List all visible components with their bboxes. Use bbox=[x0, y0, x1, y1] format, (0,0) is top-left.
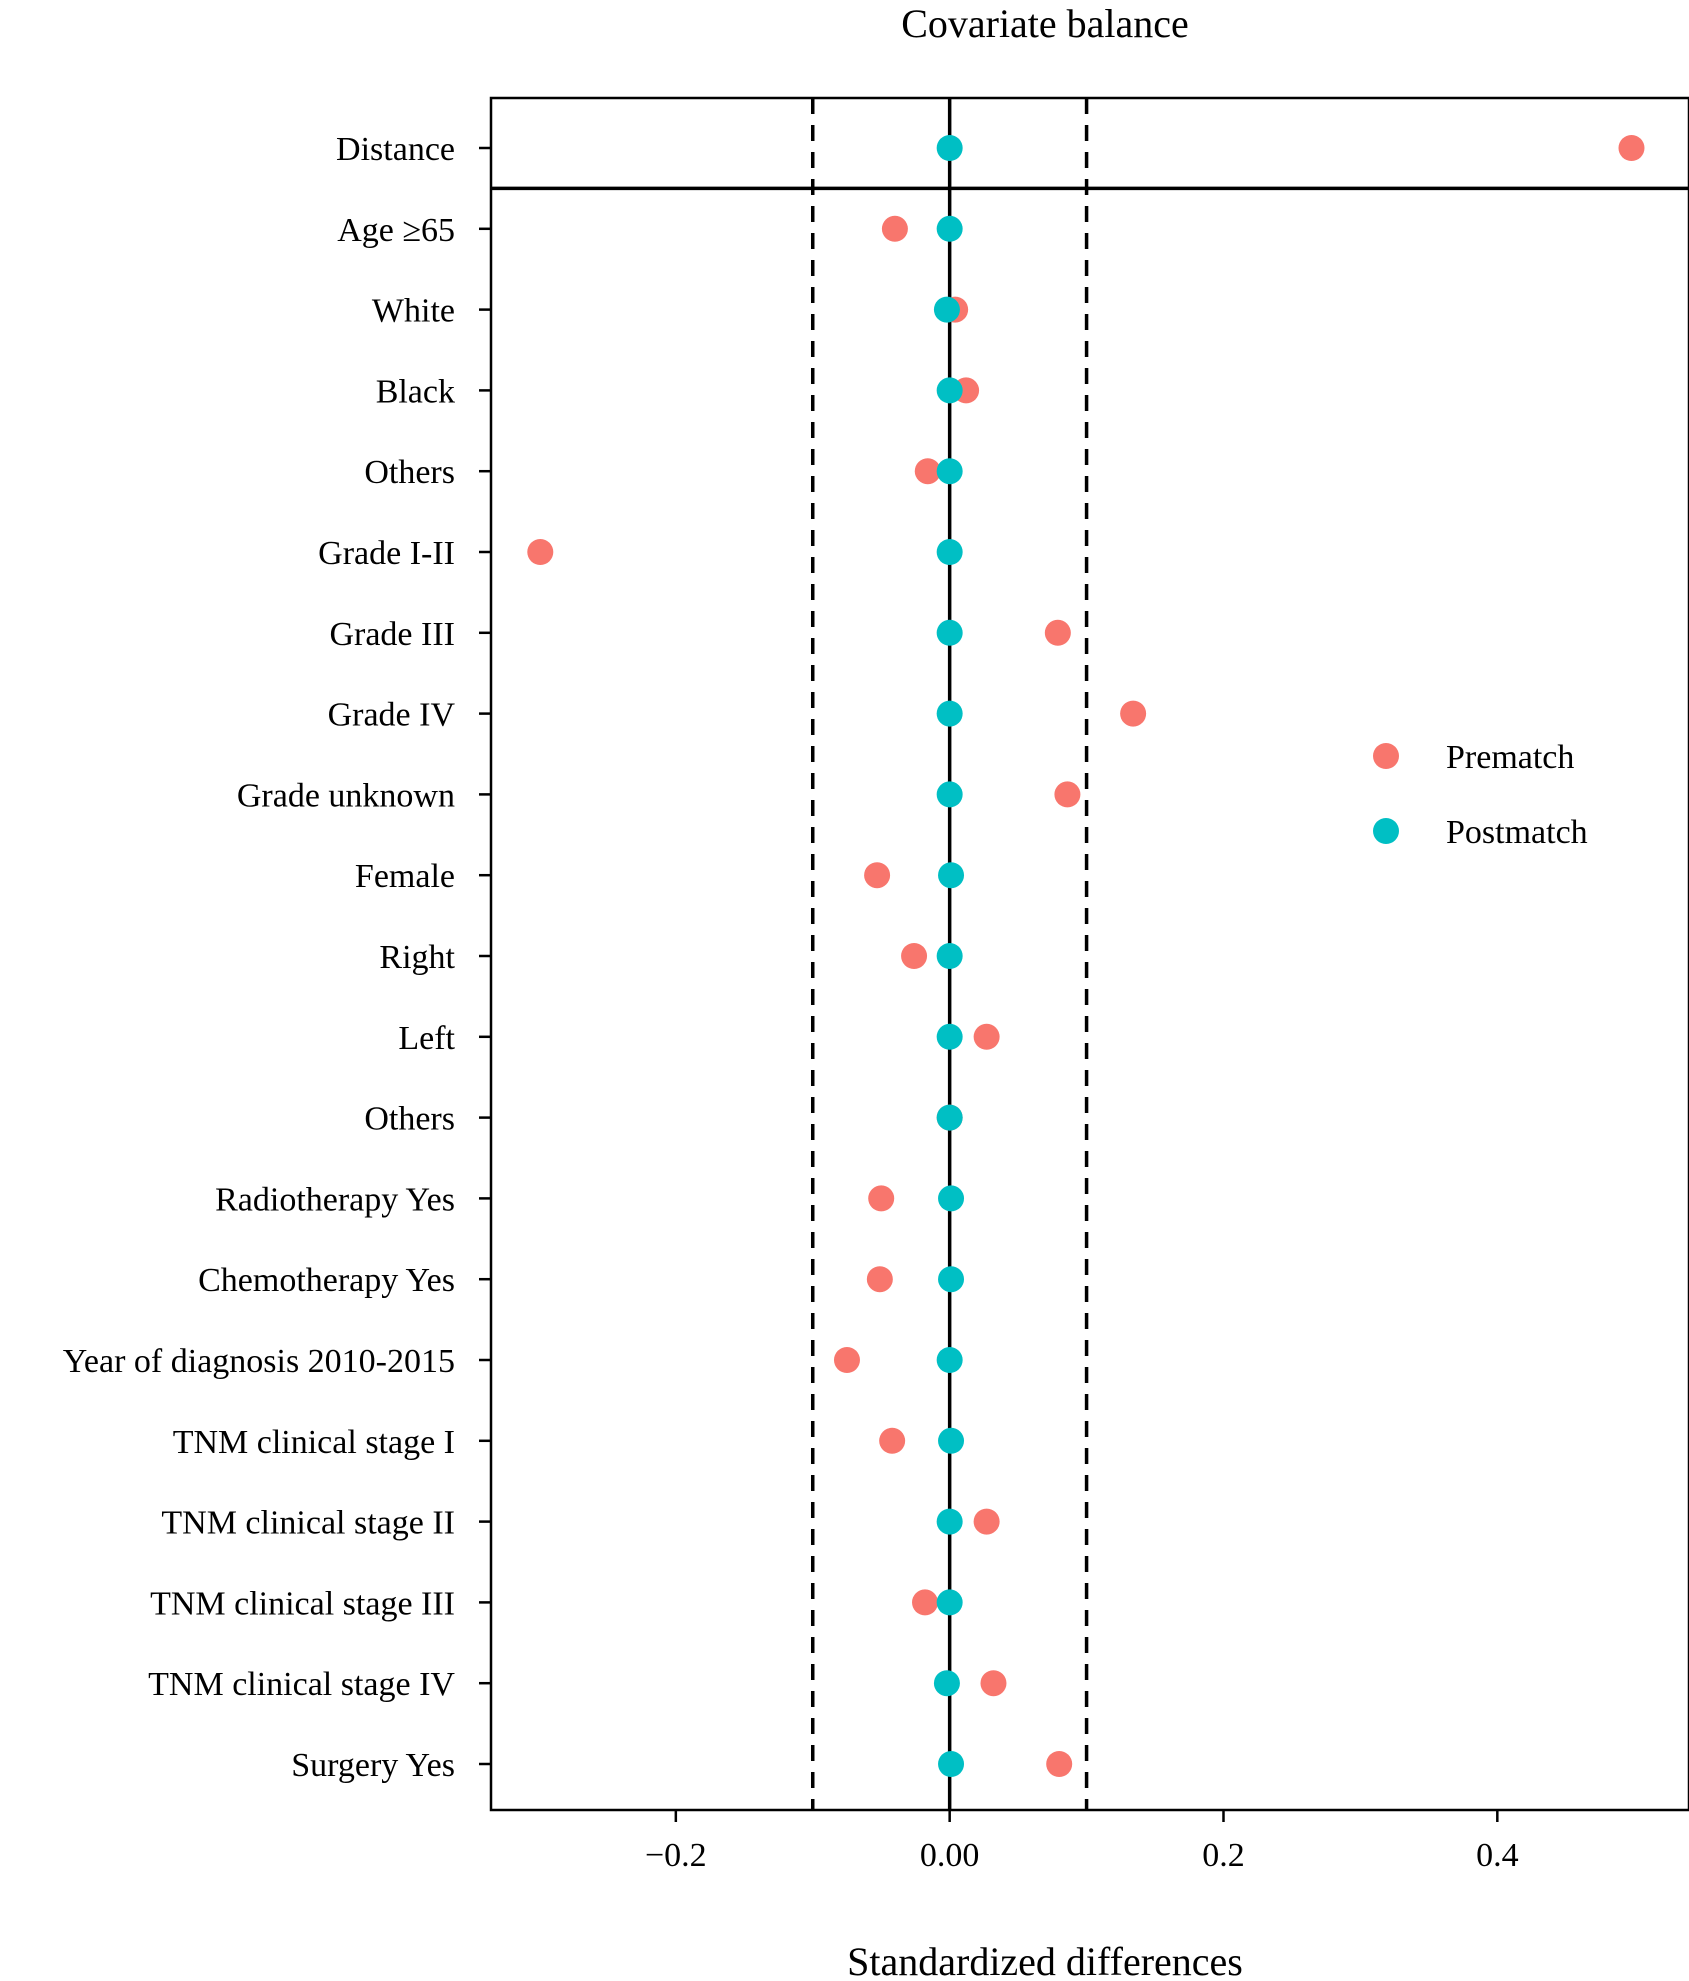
y-tick-label: Others bbox=[364, 1101, 455, 1138]
postmatch-legend-key bbox=[1373, 818, 1399, 844]
prematch-point bbox=[868, 1185, 895, 1212]
prematch-legend-key bbox=[1373, 743, 1399, 769]
postmatch-point bbox=[933, 296, 960, 323]
y-tick-label: Grade IV bbox=[328, 697, 456, 734]
prematch-point bbox=[879, 1427, 906, 1454]
x-tick-label: −0.2 bbox=[645, 1837, 707, 1874]
prematch-point bbox=[866, 1266, 893, 1293]
postmatch-legend-label: Postmatch bbox=[1446, 814, 1588, 851]
postmatch-point bbox=[936, 1347, 963, 1373]
postmatch-point bbox=[936, 781, 963, 808]
prematch-point bbox=[973, 1023, 1000, 1050]
postmatch-point bbox=[938, 1427, 965, 1454]
postmatch-point bbox=[938, 1266, 965, 1293]
prematch-point bbox=[1120, 700, 1147, 727]
prematch-point bbox=[914, 458, 941, 485]
prematch-legend-label: Prematch bbox=[1446, 739, 1574, 776]
prematch-point bbox=[864, 862, 891, 889]
x-tick-label: 0.00 bbox=[920, 1837, 980, 1874]
prematch-point bbox=[980, 1670, 1007, 1697]
postmatch-point bbox=[936, 700, 963, 727]
y-tick-label: TNM clinical stage II bbox=[161, 1505, 455, 1542]
y-tick-label: Black bbox=[376, 373, 455, 410]
prematch-point bbox=[912, 1589, 939, 1616]
postmatch-point bbox=[936, 539, 963, 565]
y-tick-label: Grade I-II bbox=[318, 535, 455, 572]
prematch-point bbox=[901, 943, 928, 969]
y-tick-label: Age ≥65 bbox=[337, 212, 455, 249]
y-tick-label: White bbox=[372, 293, 455, 330]
y-tick-label: TNM clinical stage IV bbox=[148, 1666, 455, 1703]
prematch-point bbox=[1618, 135, 1645, 161]
y-tick-label: TNM clinical stage III bbox=[150, 1585, 455, 1622]
postmatch-point bbox=[936, 943, 963, 969]
postmatch-point bbox=[936, 377, 963, 404]
postmatch-point bbox=[938, 1185, 965, 1212]
y-tick-label: Left bbox=[398, 1020, 455, 1057]
prematch-point bbox=[973, 1508, 1000, 1535]
postmatch-point bbox=[933, 1670, 960, 1697]
chart-title: Covariate balance bbox=[901, 1, 1189, 46]
y-tick-label: Others bbox=[364, 454, 455, 491]
postmatch-point bbox=[936, 1589, 963, 1616]
y-tick-label: TNM clinical stage I bbox=[173, 1424, 455, 1461]
y-tick-label: Grade unknown bbox=[237, 777, 455, 814]
prematch-point bbox=[1044, 619, 1071, 646]
prematch-point bbox=[833, 1347, 860, 1373]
y-tick-label: Right bbox=[379, 939, 455, 976]
prematch-point bbox=[881, 215, 908, 242]
y-tick-label: Radiotherapy Yes bbox=[215, 1181, 455, 1218]
postmatch-point bbox=[936, 1023, 963, 1050]
y-tick-label: Distance bbox=[336, 131, 455, 168]
y-tick-label: Grade III bbox=[329, 616, 455, 653]
prematch-point bbox=[1046, 1751, 1073, 1777]
legend: Prematch Postmatch bbox=[1373, 739, 1588, 851]
postmatch-point bbox=[938, 1751, 965, 1777]
y-tick-label: Female bbox=[355, 858, 455, 895]
postmatch-point bbox=[936, 135, 963, 161]
x-tick-label: 0.4 bbox=[1476, 1837, 1519, 1874]
x-axis-label: Standardized differences bbox=[847, 1939, 1243, 1981]
postmatch-point bbox=[936, 1508, 963, 1535]
postmatch-point bbox=[936, 458, 963, 485]
postmatch-point bbox=[936, 215, 963, 242]
y-tick-label: Surgery Yes bbox=[291, 1747, 455, 1784]
prematch-point bbox=[527, 539, 554, 565]
postmatch-point bbox=[936, 1104, 963, 1131]
prematch-point bbox=[1054, 781, 1081, 808]
x-tick-label: 0.2 bbox=[1202, 1837, 1245, 1874]
plot-frame bbox=[489, 96, 1689, 1812]
postmatch-point bbox=[938, 862, 965, 889]
y-tick-label: Chemotherapy Yes bbox=[198, 1262, 455, 1299]
y-tick-label: Year of diagnosis 2010-2015 bbox=[63, 1343, 455, 1380]
postmatch-point bbox=[936, 619, 963, 646]
